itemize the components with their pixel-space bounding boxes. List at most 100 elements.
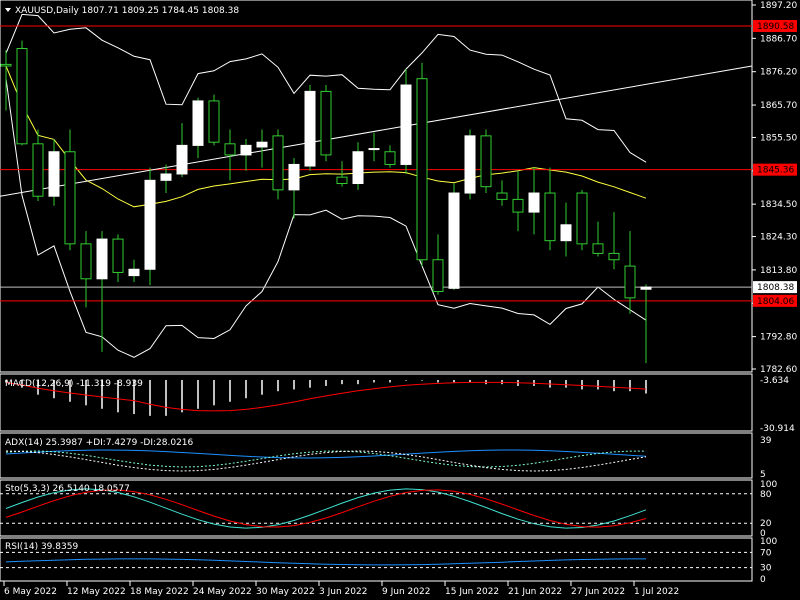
adx-header: ADX(14) 25.3987 +DI:7.4279 -DI:28.0216 — [5, 438, 194, 448]
macd-header: MACD(12,26,9) -11.319 -8.939 — [5, 379, 143, 389]
candle-body — [112, 238, 124, 273]
date-tick-label: 30 May 2022 — [256, 587, 315, 597]
date-tick-label: 24 May 2022 — [193, 587, 252, 597]
candle-body — [208, 100, 220, 143]
candle-body — [160, 173, 172, 181]
candle-body — [352, 151, 364, 185]
candle-body — [528, 192, 540, 213]
date-tick-label: 12 May 2022 — [67, 587, 126, 597]
date-axis: 6 May 2022 12 May 2022 18 May 2022 24 May 2… — [3, 581, 679, 597]
candle-body — [224, 143, 236, 156]
adx-tick-label: 39 — [760, 436, 772, 446]
price-axis: 1897.20 1886.70 1876.20 1865.70 1855.50 1845.… — [752, 1, 797, 375]
candle-body — [16, 48, 28, 145]
adx-plus-di-line — [5, 450, 647, 468]
price-label-box — [753, 20, 797, 33]
price-tick-label: 1865.70 — [760, 101, 797, 111]
price-tick-label: 1876.20 — [760, 68, 797, 78]
macd-tick-label: -30.914 — [760, 424, 795, 434]
adx-tick-label: 5 — [760, 470, 766, 480]
macd-signal-line — [5, 381, 647, 412]
candle-body — [336, 176, 348, 185]
stochastic-panel[interactable] — [0, 479, 753, 537]
date-tick-label: 27 Jun 2022 — [571, 587, 625, 597]
candle-body — [320, 90, 332, 156]
rsi-panel[interactable] — [0, 537, 753, 582]
stochastic-main-line — [5, 488, 647, 529]
date-tick-label: 18 May 2022 — [130, 587, 189, 597]
rsi-tick-label: 100 — [760, 537, 777, 547]
price-label-text: 1808.38 — [757, 283, 794, 293]
main-price-panel[interactable] — [0, 0, 753, 373]
candle-body — [0, 63, 12, 67]
candle-body — [512, 198, 524, 213]
stochastic-header: Sto(5,3,3) 26.5140 18.0577 — [5, 484, 130, 494]
price-label-box — [753, 294, 797, 307]
date-tick-label: 9 Jun 2022 — [382, 587, 430, 597]
candle-body — [496, 192, 508, 200]
candle-body — [128, 268, 140, 277]
yellow-moving-average-line — [5, 65, 647, 208]
date-tick-label: 21 Jun 2022 — [508, 587, 562, 597]
price-tick-label: 1792.80 — [760, 333, 797, 343]
bollinger-lower-line — [5, 78, 647, 358]
candle-body — [464, 135, 476, 194]
candle-body — [32, 143, 44, 197]
rsi-header: RSI(14) 39.8359 — [5, 542, 78, 552]
date-tick-label: 15 Jun 2022 — [445, 587, 499, 597]
price-label-text: 1890.58 — [757, 22, 794, 32]
stochastic-tick-label: 0 — [760, 529, 766, 539]
candle-body — [480, 135, 492, 188]
price-label-box — [753, 281, 797, 294]
stochastic-tick-label: 20 — [760, 519, 772, 529]
candle-body — [400, 84, 412, 165]
stochastic-tick-label: 80 — [760, 490, 772, 500]
candle-body — [288, 163, 300, 191]
candle-body — [416, 78, 428, 261]
candle-body — [80, 243, 92, 280]
price-tick-label: 1834.50 — [760, 200, 797, 210]
price-tick-label: 1886.70 — [760, 34, 797, 44]
bollinger-upper-line — [5, 13, 647, 163]
macd-panel[interactable] — [0, 373, 753, 432]
symbol-header: XAUUSD,Daily 1807.71 1809.25 1784.45 180… — [15, 6, 239, 16]
candle-body — [240, 144, 252, 156]
candle-body — [192, 100, 204, 146]
price-tick-label: 1897.20 — [760, 1, 797, 11]
candle-body — [640, 286, 652, 290]
price-label-text: 1845.36 — [757, 166, 794, 176]
candle-body — [592, 243, 604, 254]
candle-body — [608, 252, 620, 261]
trendline — [0, 65, 753, 197]
candle-body — [624, 265, 636, 299]
candle-body — [560, 224, 572, 242]
price-series — [0, 13, 753, 364]
price-label-box — [753, 163, 797, 176]
candle-body — [144, 179, 156, 270]
candle-body — [96, 238, 108, 280]
collapse-triangle-icon[interactable] — [5, 8, 11, 12]
date-tick-label: 1 Jul 2022 — [634, 587, 679, 597]
stochastic-signal-line — [5, 489, 647, 528]
rsi-tick-label: 30 — [760, 564, 772, 574]
price-tick-label: 1824.30 — [760, 233, 797, 243]
candle-body — [176, 144, 188, 175]
date-tick-label: 6 May 2022 — [4, 587, 57, 597]
candle-body — [384, 151, 396, 165]
candle-body — [368, 148, 380, 151]
candle-body — [304, 90, 316, 167]
candle-body — [544, 192, 556, 242]
macd-tick-label: -3.634 — [760, 376, 789, 386]
candle-body — [256, 141, 268, 148]
adx-main-line — [5, 449, 647, 459]
candle-body — [432, 259, 444, 292]
stochastic-tick-label: 100 — [760, 480, 777, 490]
candle-body — [272, 135, 284, 191]
adx-minus-di-line — [5, 450, 647, 472]
date-tick-label: 3 Jun 2022 — [319, 587, 367, 597]
price-tick-label: 1782.60 — [760, 365, 797, 375]
adx-series: 39 5 — [5, 436, 772, 480]
